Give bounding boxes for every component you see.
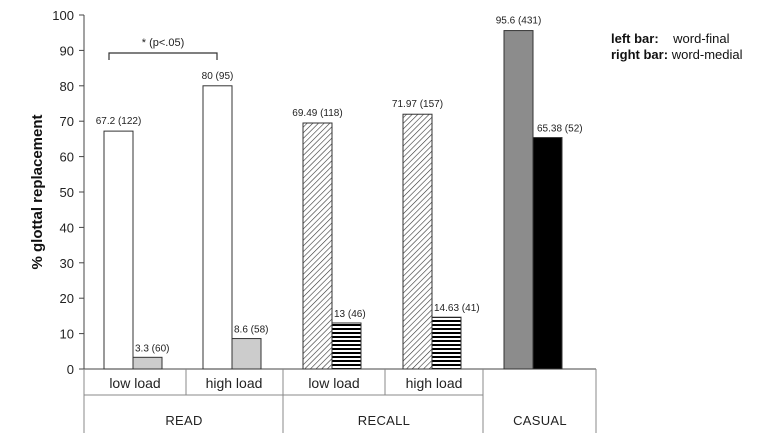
legend-left-key: left bar xyxy=(611,31,655,46)
data-labels: 67.2 (122) 3.3 (60) 80 (95) 8.6 (58) 69.49 (… xyxy=(96,16,583,355)
legend: left bar: word-final right bar: word-med… xyxy=(611,31,743,63)
y-tick-label: 10 xyxy=(60,327,74,342)
x-subgroup-label: low load xyxy=(109,375,160,391)
data-label-word-medial: 13 (46) xyxy=(334,309,366,320)
y-tick-label: 80 xyxy=(60,79,74,94)
bar-word-medial xyxy=(431,316,462,370)
data-label-word-final: 69.49 (118) xyxy=(292,108,342,119)
x-subgroup-label: low load xyxy=(308,375,359,391)
data-label-word-medial: 8.6 (58) xyxy=(234,325,268,336)
data-label-word-medial: 65.38 (52) xyxy=(537,124,583,135)
y-tick-label: 50 xyxy=(60,185,74,200)
y-tick-label: 70 xyxy=(60,114,74,129)
bar-word-final xyxy=(402,113,433,370)
legend-right-key: right bar xyxy=(611,47,664,62)
bar-word-final xyxy=(503,30,534,370)
bar-word-final xyxy=(103,130,134,370)
data-label-word-medial: 3.3 (60) xyxy=(135,343,169,354)
bar-word-medial xyxy=(132,356,163,370)
bar-word-medial xyxy=(231,338,262,370)
bar-word-final xyxy=(202,85,233,370)
y-tick-label: 100 xyxy=(52,8,74,23)
legend-left-value: word-final xyxy=(673,31,730,46)
axes: 0 10 20 30 40 50 60 70 80 90 100 % glottal replacem… xyxy=(29,8,597,433)
x-subgroup-label: high load xyxy=(406,375,463,391)
bar-word-final xyxy=(302,122,333,370)
data-label-word-medial: 14.63 (41) xyxy=(434,303,480,314)
y-tick-label: 90 xyxy=(60,43,74,58)
legend-right-value: word-medial xyxy=(671,47,743,62)
x-group-label: READ xyxy=(165,413,202,428)
y-axis-title: % glottal replacement xyxy=(29,114,46,269)
y-tick-label: 20 xyxy=(60,291,74,306)
data-label-word-final: 67.2 (122) xyxy=(96,116,142,127)
bar-word-medial xyxy=(532,137,563,370)
significance-annotation: * (p<.05) xyxy=(108,37,218,60)
significance-label: * (p<.05) xyxy=(142,37,185,49)
data-label-word-final: 95.6 (431) xyxy=(496,16,542,27)
y-tick-label: 30 xyxy=(60,256,74,271)
y-tick-label: 60 xyxy=(60,150,74,165)
bars xyxy=(103,30,563,370)
x-subgroup-label: high load xyxy=(206,375,263,391)
significance-bracket xyxy=(108,52,218,60)
y-tick-label: 0 xyxy=(67,362,74,377)
bar-word-medial xyxy=(331,322,362,370)
x-group-label: RECALL xyxy=(358,413,410,428)
y-tick-label: 40 xyxy=(60,220,74,235)
legend-left-bar: left bar: word-final xyxy=(611,31,730,46)
data-label-word-final: 80 (95) xyxy=(202,71,234,82)
data-label-word-final: 71.97 (157) xyxy=(392,99,443,110)
x-group-label: CASUAL xyxy=(513,413,567,428)
legend-right-bar: right bar: word-medial xyxy=(611,47,743,62)
